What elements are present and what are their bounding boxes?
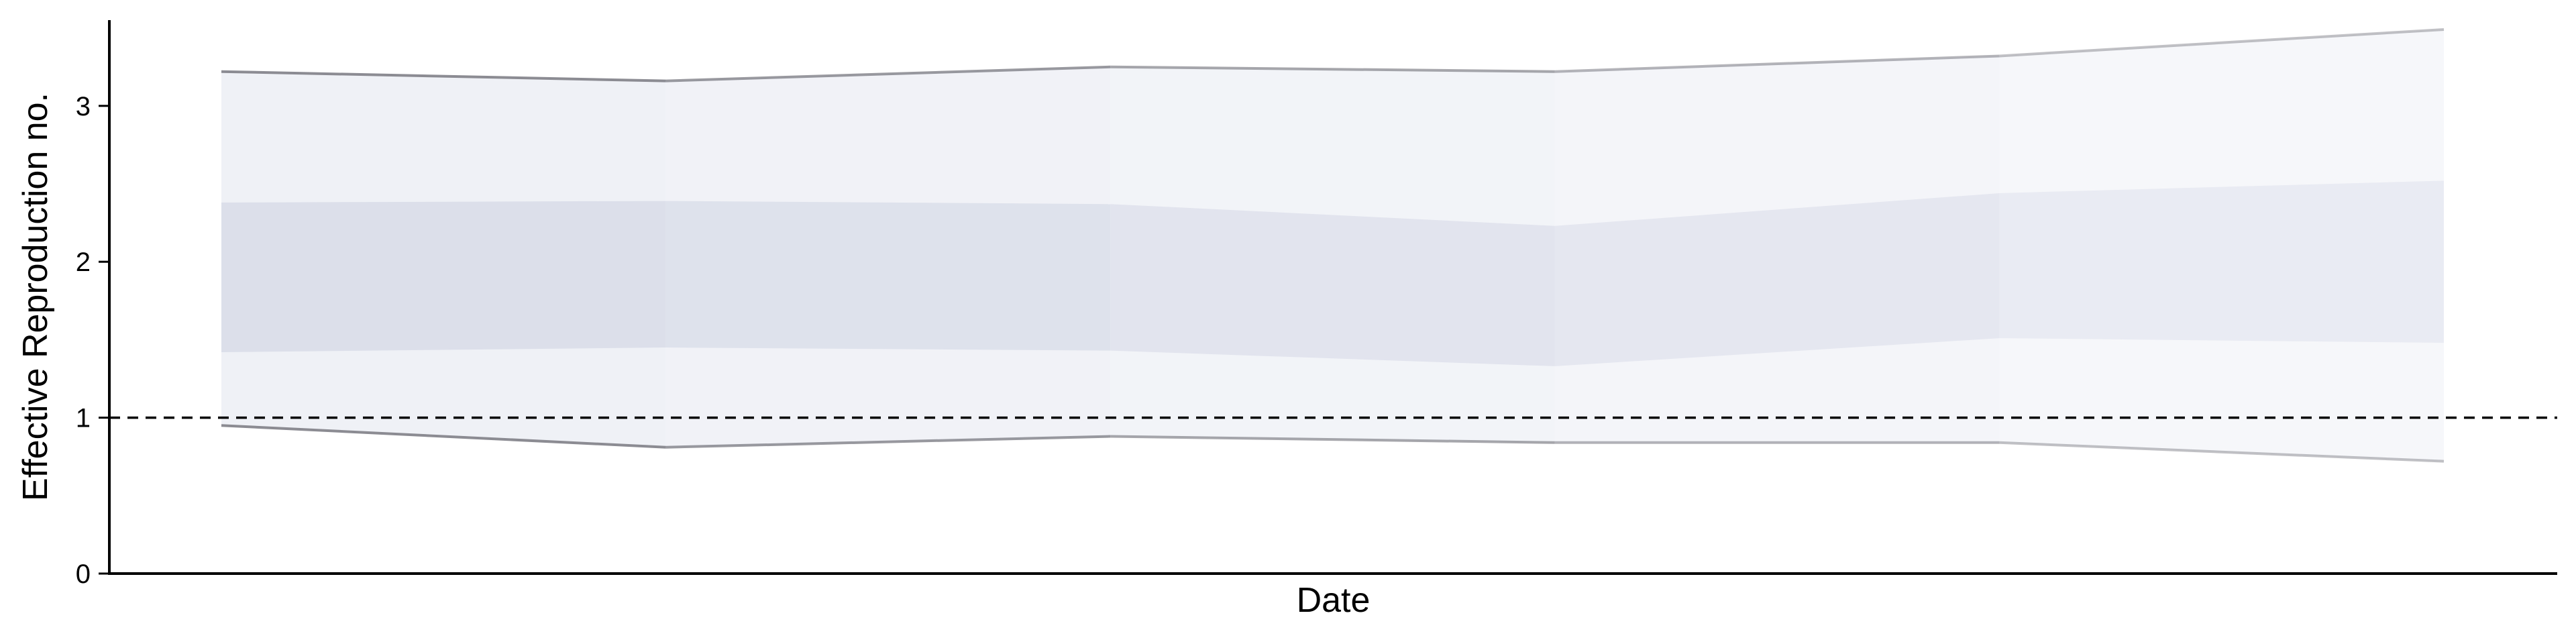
x-axis-title: Date (1297, 581, 1371, 620)
band-90-segment (1554, 56, 2000, 443)
lower-bound-segment (1110, 435, 1555, 444)
y-tick-label: 3 (76, 92, 91, 121)
lower-bound-segment (221, 424, 666, 449)
interval-bounds (221, 28, 2445, 463)
upper-bound-segment (665, 65, 1111, 83)
upper-bound-segment (1110, 65, 1555, 73)
lower-bound-segment (1999, 441, 2445, 463)
upper-bound-segment (1999, 28, 2445, 58)
band-90-segment (1110, 66, 1555, 443)
y-tick-label: 2 (76, 248, 91, 277)
y-tick-label: 1 (76, 404, 91, 433)
band-50-segment (221, 201, 666, 352)
y-axis: 0 1 2 3 (76, 20, 111, 589)
lower-bound-segment (665, 435, 1111, 449)
y-axis-title: Effective Reproduction no. (16, 93, 55, 501)
band-50-segment (1110, 204, 1555, 366)
band-90-segment (1999, 29, 2444, 462)
band-50-segment (1554, 193, 2000, 366)
upper-bound-segment (1554, 54, 2000, 73)
y-tick-label: 0 (76, 559, 91, 589)
band-50-segment (1999, 180, 2444, 343)
band-50-segment (665, 201, 1111, 351)
upper-bound-segment (221, 70, 666, 83)
interval-bands (221, 29, 2444, 462)
